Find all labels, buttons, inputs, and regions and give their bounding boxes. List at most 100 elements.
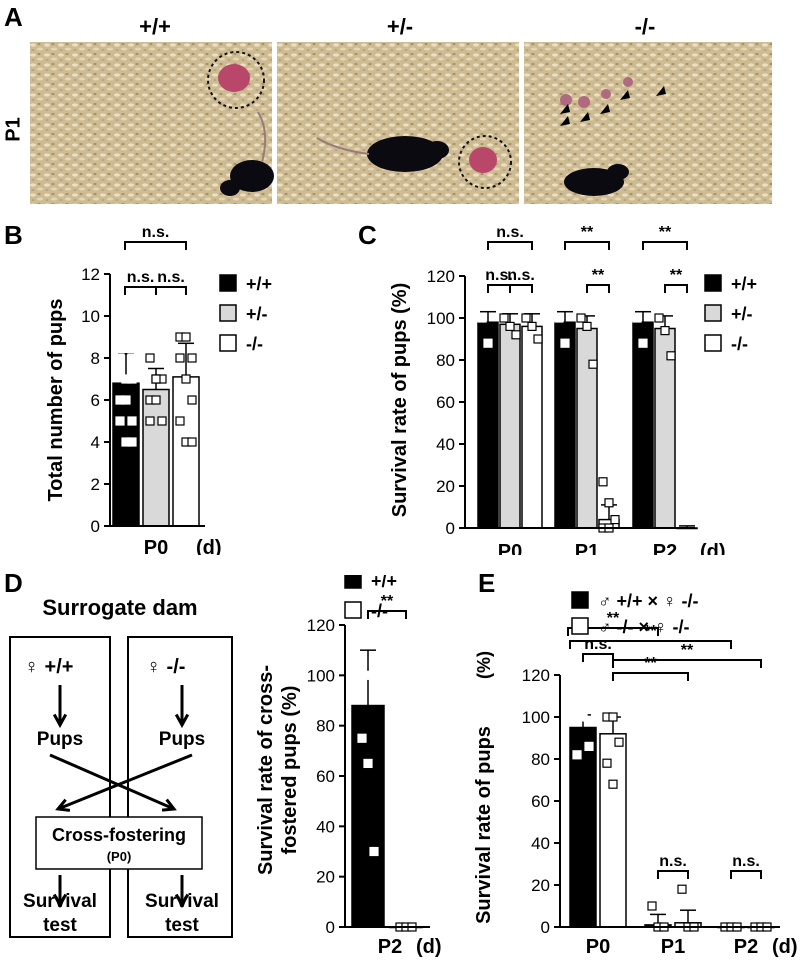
- sig-label: **: [681, 642, 694, 659]
- data-point: [560, 338, 570, 348]
- x-unit-label: (d): [196, 537, 222, 555]
- y-tick-label: 60: [531, 792, 550, 811]
- arrowhead: [52, 713, 68, 729]
- x-tick-label: P1: [575, 541, 599, 555]
- data-point: [638, 338, 648, 348]
- y-tick-label: 100: [522, 708, 550, 727]
- sig-bracket: [582, 653, 614, 662]
- data-point: [660, 325, 670, 336]
- chart-d: 0 20 40 60 80 100 120 Survival rate of cross-fo…: [255, 575, 442, 958]
- data-point: [357, 733, 367, 743]
- sig-label: n.s.: [157, 269, 185, 286]
- data-point: [187, 437, 197, 447]
- data-point: [477, 313, 487, 323]
- data-point: [127, 353, 137, 363]
- sig-label: n.s.: [496, 224, 524, 241]
- sig-bracket: [567, 627, 659, 636]
- legend-swatch: [219, 334, 237, 352]
- sig-label: **: [607, 610, 620, 627]
- y-tick-label: 8: [91, 349, 100, 368]
- survival-left-1: Survival: [23, 891, 97, 912]
- pups-right: Pups: [159, 729, 205, 750]
- data-point: [187, 353, 197, 363]
- data-point: [499, 313, 509, 323]
- y-tick-label: 40: [436, 435, 455, 454]
- diagram-title: Surrogate dam: [42, 595, 197, 620]
- data-point: [369, 846, 379, 857]
- y-tick-label: 80: [436, 351, 455, 370]
- y-tick-label: 0: [541, 918, 550, 937]
- sig-bracket: [612, 659, 762, 668]
- x-tick-label: P0: [586, 936, 610, 958]
- y-tick-label: 20: [436, 477, 455, 496]
- x-tick-label: P1: [661, 936, 685, 958]
- data-point: [578, 712, 588, 722]
- panel-label-b: B: [4, 220, 23, 250]
- data-point: [527, 321, 537, 332]
- legend-label: +/+: [246, 274, 272, 294]
- sig-label: **: [381, 593, 394, 610]
- y-axis-label-line2: fostered pups (%): [279, 686, 301, 855]
- sig-bracket: [487, 284, 511, 293]
- legend-swatch: [571, 591, 589, 609]
- photo-strip: [30, 42, 772, 204]
- x-unit-label: (d): [416, 936, 442, 958]
- sig-bracket: [367, 610, 407, 619]
- right-dam-label: ♀ -/-: [146, 656, 185, 678]
- arrowhead: [656, 86, 666, 96]
- data-point: [511, 330, 521, 340]
- x-tick-label: P2: [734, 936, 758, 958]
- pups-left: Pups: [37, 729, 83, 750]
- legend-label: -/-: [731, 334, 748, 354]
- panel-label-d: D: [4, 568, 23, 598]
- legend-swatch: [219, 274, 237, 292]
- legend-label: ♂ -/- × ♀ -/-: [598, 617, 690, 637]
- y-tick-label: 120: [522, 666, 550, 685]
- y-axis-label: Survival rate of pups (%): [389, 283, 411, 518]
- legend-swatch: [704, 274, 722, 292]
- sig-label: n.s.: [485, 267, 513, 284]
- sig-label: **: [670, 267, 683, 284]
- arrowhead: [560, 116, 570, 126]
- cross-fostering-label: Cross-fostering: [52, 825, 186, 845]
- genotype-label-wt: +/+: [139, 14, 171, 39]
- mouse-wt: [230, 160, 274, 192]
- data-point: [604, 498, 614, 508]
- data-point: [121, 332, 131, 342]
- data-point: [181, 332, 191, 342]
- bar-wt: [112, 382, 140, 527]
- y-tick-label: 0: [91, 517, 100, 536]
- data-point: [608, 712, 618, 722]
- y-tick-label: 20: [531, 876, 550, 895]
- y-axis-unit: (%): [474, 651, 494, 679]
- y-tick-label: 120: [427, 267, 455, 286]
- sig-label: **: [659, 224, 672, 241]
- y-tick-label: 100: [307, 666, 335, 685]
- data-point: [175, 353, 185, 363]
- data-point: [127, 416, 137, 426]
- y-axis-label: Survival rate of pups: [473, 726, 495, 924]
- x-unit-label: (d): [700, 541, 726, 555]
- legend-label: +/+: [371, 575, 397, 591]
- bar-het: [142, 388, 170, 527]
- legend-swatch: [219, 304, 237, 322]
- x-unit-label: (d): [772, 936, 798, 958]
- pups-cluster-wt: [218, 64, 250, 92]
- data-point: [145, 416, 155, 426]
- data-point: [533, 334, 543, 344]
- bar-P2-wt: [632, 321, 654, 529]
- arrowhead: [55, 798, 71, 812]
- legend-label: +/+: [731, 274, 757, 294]
- data-point: [614, 737, 624, 747]
- legend-label: -/-: [246, 334, 263, 354]
- cross-fostering-box: [35, 816, 203, 870]
- mouse-het: [367, 136, 443, 172]
- sig-label: n.s.: [507, 267, 535, 284]
- arrowhead: [580, 112, 590, 122]
- x-tick-label: P2: [653, 541, 677, 555]
- y-tick-label: 6: [91, 391, 100, 410]
- data-point: [666, 351, 676, 361]
- sig-bracket: [657, 870, 689, 879]
- chart-e: 0 20 40 60 80 100 120 Survival rate of pups (%) P…: [473, 591, 798, 958]
- y-tick-label: 10: [81, 307, 100, 326]
